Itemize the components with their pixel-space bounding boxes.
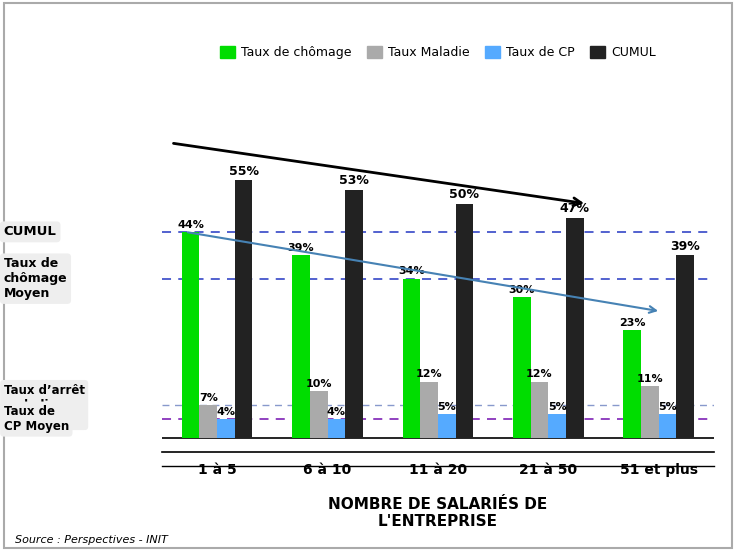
Bar	[456, 204, 473, 438]
Bar	[182, 232, 199, 438]
Text: 47%: 47%	[560, 203, 590, 215]
Bar	[659, 414, 676, 438]
Legend: Taux de chômage, Taux Maladie, Taux de CP, CUMUL: Taux de chômage, Taux Maladie, Taux de C…	[215, 41, 661, 64]
Bar	[345, 190, 363, 438]
Bar	[235, 180, 252, 438]
Text: Source : Perspectives - INIT: Source : Perspectives - INIT	[15, 536, 168, 545]
Text: 50%: 50%	[450, 188, 479, 202]
Text: 5%: 5%	[437, 402, 456, 412]
Text: 7%: 7%	[199, 393, 218, 403]
Bar	[199, 405, 217, 438]
Text: 55%: 55%	[229, 165, 258, 178]
Bar	[566, 218, 584, 438]
Text: 4%: 4%	[216, 407, 236, 417]
Bar	[623, 330, 641, 438]
Bar	[403, 279, 420, 438]
Bar	[513, 298, 531, 438]
Text: Taux d’arrêt
maladie
Moyen: Taux d’arrêt maladie Moyen	[4, 383, 85, 426]
Text: 5%: 5%	[658, 402, 677, 412]
Text: 53%: 53%	[339, 175, 369, 187]
Text: 5%: 5%	[548, 402, 567, 412]
Text: 11%: 11%	[637, 374, 663, 384]
Bar	[420, 382, 438, 438]
Text: 44%: 44%	[177, 219, 204, 230]
Bar	[676, 255, 694, 438]
Bar	[217, 419, 235, 438]
Text: CUMUL: CUMUL	[4, 225, 57, 239]
Bar	[310, 391, 328, 438]
Bar	[548, 414, 566, 438]
Text: 39%: 39%	[288, 243, 314, 253]
Text: 23%: 23%	[619, 318, 645, 328]
Text: 34%: 34%	[398, 266, 425, 277]
Text: 4%: 4%	[327, 407, 346, 417]
Text: 10%: 10%	[305, 379, 332, 388]
Bar	[438, 414, 456, 438]
Text: 12%: 12%	[526, 369, 553, 379]
Text: 30%: 30%	[509, 285, 535, 295]
Text: 12%: 12%	[416, 369, 442, 379]
Text: 39%: 39%	[670, 240, 700, 253]
Text: Taux de
chômage
Moyen: Taux de chômage Moyen	[4, 257, 67, 300]
Text: NOMBRE DE SALARIÉS DE
L'ENTREPRISE: NOMBRE DE SALARIÉS DE L'ENTREPRISE	[328, 496, 548, 529]
Bar	[292, 255, 310, 438]
Bar	[328, 419, 345, 438]
Bar	[641, 386, 659, 438]
Text: Taux de
CP Moyen: Taux de CP Moyen	[4, 405, 69, 433]
Bar	[531, 382, 548, 438]
